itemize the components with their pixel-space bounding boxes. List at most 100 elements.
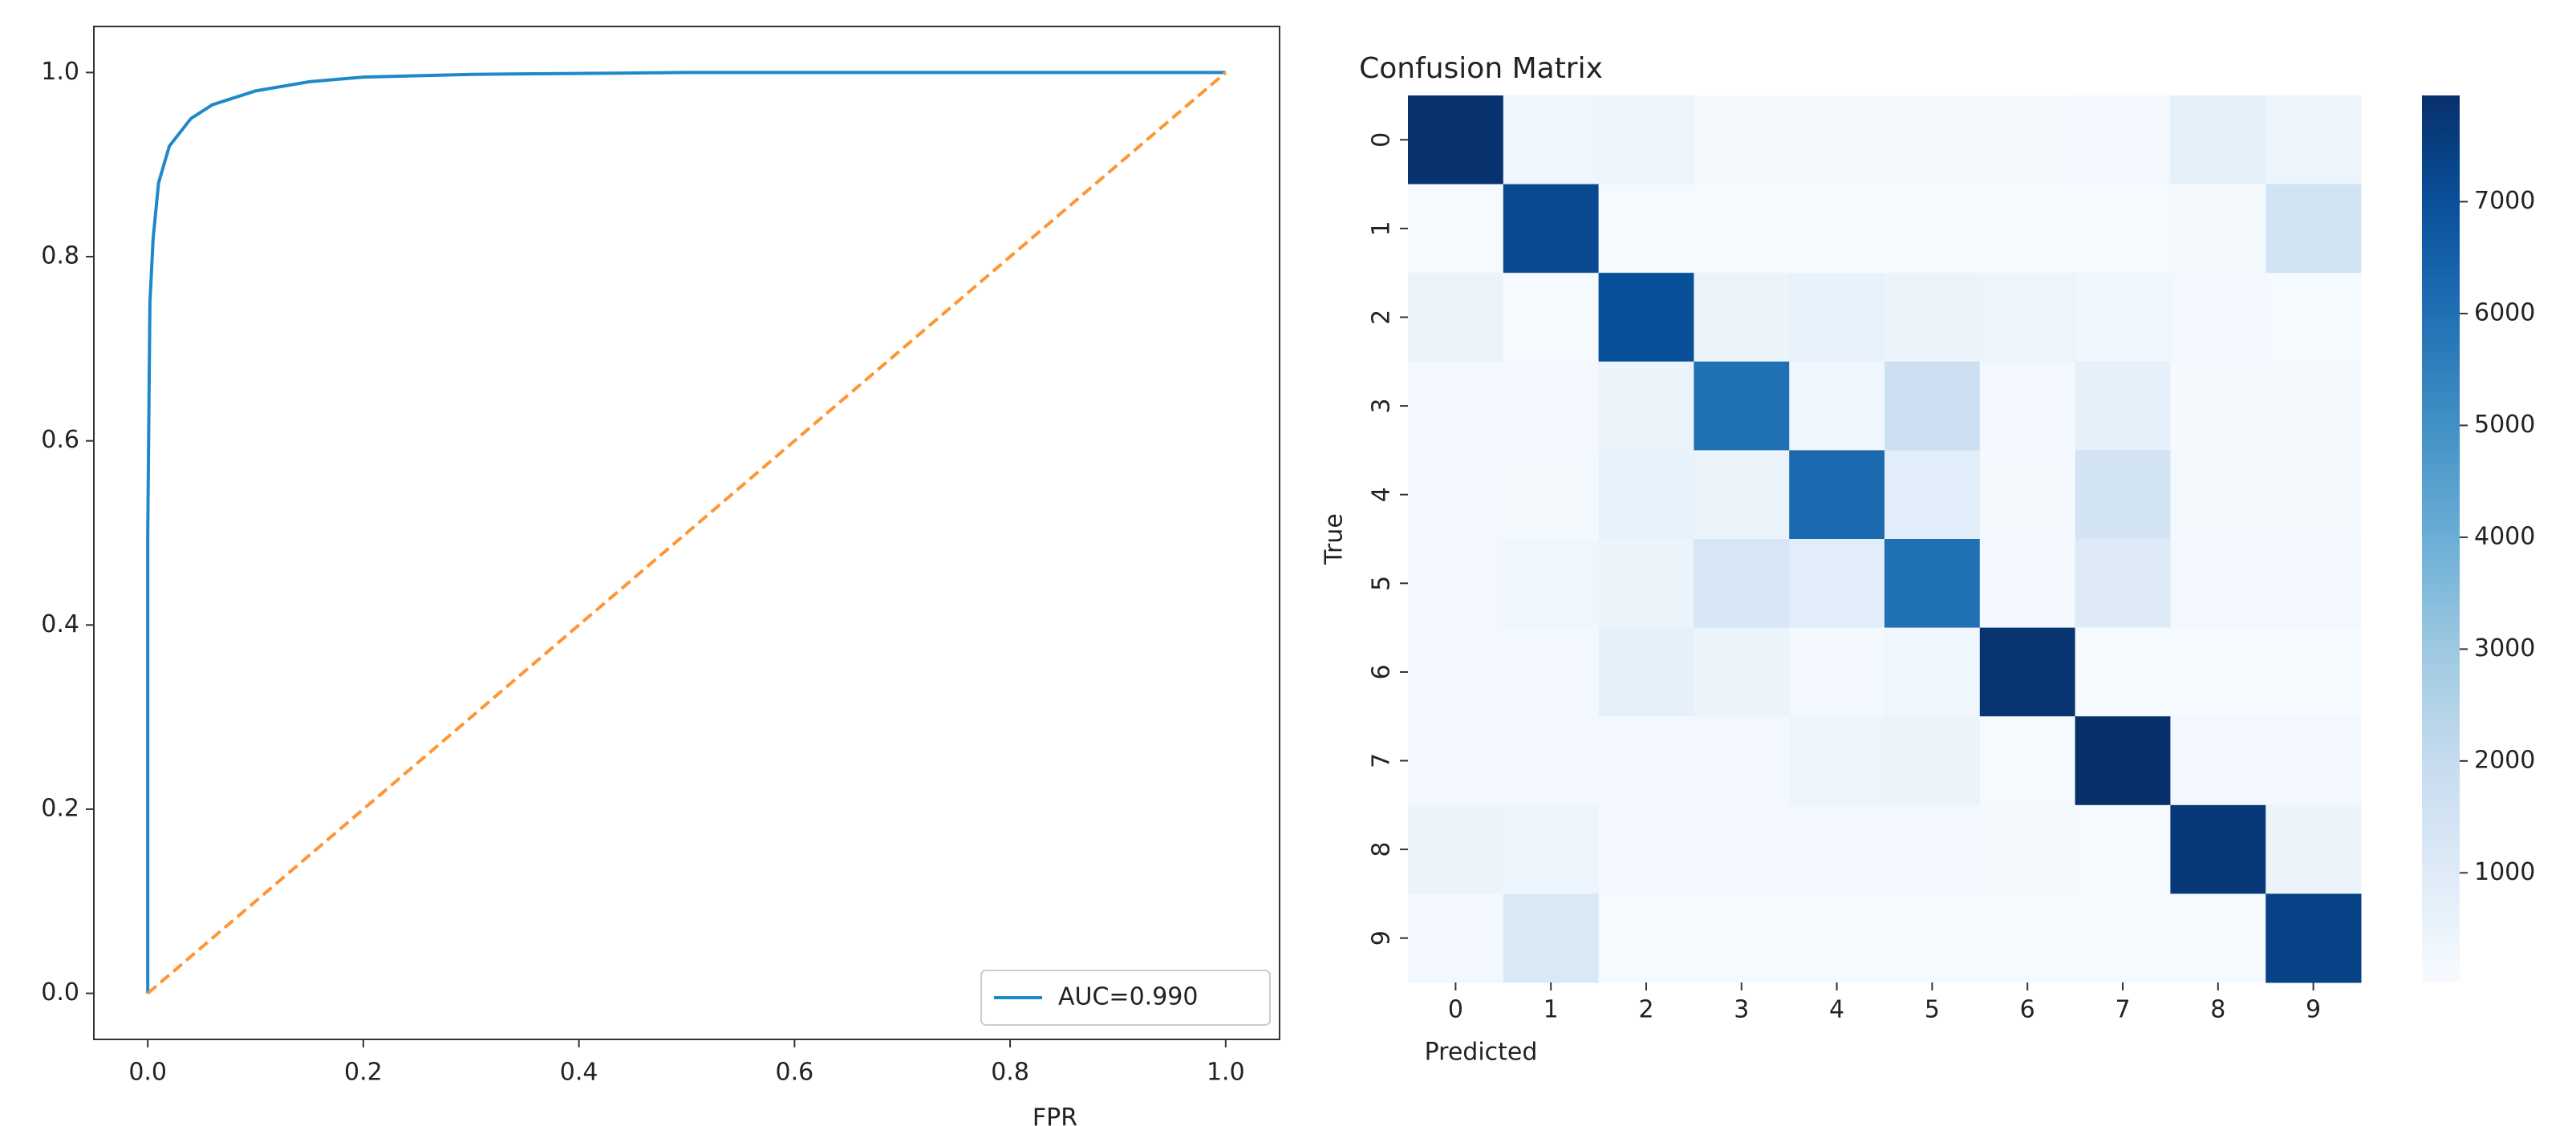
heatmap-cell <box>2266 539 2362 629</box>
colorbar-tick-label: 5000 <box>2474 411 2535 439</box>
heatmap-cell <box>2170 450 2266 540</box>
heatmap-cell <box>1979 184 2076 273</box>
heatmap-cell <box>1694 893 1790 983</box>
heatmap-cell <box>1694 450 1790 540</box>
series-line <box>146 71 1226 994</box>
legend-box <box>980 970 1271 1026</box>
heatmap-cell <box>2075 627 2171 717</box>
y-tick-label: 5 <box>1368 576 1396 591</box>
heatmap-cell <box>2075 95 2171 185</box>
heatmap-cell <box>2170 804 2266 894</box>
colorbar-tick-label: 3000 <box>2474 634 2535 662</box>
y-tick-label: 1.0 <box>41 58 79 86</box>
chart-title: Confusion Matrix <box>1359 52 1603 85</box>
heatmap-cell <box>1694 273 1790 363</box>
heatmap-cell <box>2266 450 2362 540</box>
heatmap-cell <box>2170 627 2266 717</box>
heatmap-cell <box>1789 450 1885 540</box>
heatmap-cell <box>2266 804 2362 894</box>
heatmap-cell <box>1884 184 1981 273</box>
heatmap-cell <box>1979 804 2076 894</box>
y-tick-label: 0.4 <box>41 610 79 638</box>
heatmap-cell <box>1694 95 1790 185</box>
heatmap-cell <box>1789 804 1885 894</box>
heatmap-cell <box>1979 361 2076 451</box>
heatmap-cell <box>1408 893 1504 983</box>
heatmap-cell <box>1694 539 1790 629</box>
x-tick-label: 0.2 <box>344 1059 383 1087</box>
legend-label: AUC=0.990 <box>1058 983 1198 1011</box>
x-tick-label: 9 <box>2306 996 2321 1024</box>
heatmap-cell <box>1598 539 1694 629</box>
y-tick-label: 4 <box>1368 487 1396 502</box>
heatmap-cell <box>1598 273 1694 363</box>
heatmap-cell <box>1979 95 2076 185</box>
x-tick-label: 1 <box>1544 996 1559 1024</box>
heatmap-cell <box>1694 184 1790 273</box>
heatmap-cell <box>1694 627 1790 717</box>
heatmap-cell <box>1408 273 1504 363</box>
x-tick-label: 5 <box>1925 996 1940 1024</box>
x-axis-label: Predicted <box>1425 1039 1538 1067</box>
heatmap-cell <box>1789 95 1885 185</box>
plot-frame <box>93 26 1280 1040</box>
heatmap-cell <box>2075 450 2171 540</box>
y-tick-label: 1 <box>1368 221 1396 236</box>
heatmap-cell <box>1503 95 1600 185</box>
heatmap-cell <box>1503 450 1600 540</box>
heatmap-cell <box>1598 184 1694 273</box>
heatmap-cell <box>1979 716 2076 806</box>
heatmap-cell <box>1884 273 1981 363</box>
x-tick-label: 0.0 <box>128 1059 167 1087</box>
colorbar-tick-label: 6000 <box>2474 298 2535 326</box>
heatmap-cell <box>1408 450 1504 540</box>
x-tick-label: 0.8 <box>991 1059 1029 1087</box>
heatmap-cell <box>1503 184 1600 273</box>
heatmap-cell <box>1694 361 1790 451</box>
heatmap-cell <box>1789 361 1885 451</box>
heatmap-cell <box>2075 804 2171 894</box>
heatmap-cell <box>1979 893 2076 983</box>
heatmap-cell <box>1598 893 1694 983</box>
heatmap-cell <box>1503 893 1600 983</box>
y-tick-label: 0.8 <box>41 242 79 270</box>
heatmap-cell <box>1694 804 1790 894</box>
heatmap-cell <box>1694 716 1790 806</box>
heatmap-cell <box>1598 450 1694 540</box>
heatmap-cell <box>1789 539 1885 629</box>
heatmap-cell <box>2266 893 2362 983</box>
x-tick-label: 2 <box>1638 996 1653 1024</box>
y-tick-label: 0.6 <box>41 426 79 454</box>
heatmap-cell <box>2170 95 2266 185</box>
heatmap-cell <box>1503 361 1600 451</box>
heatmap-cell <box>2170 184 2266 273</box>
heatmap-cell <box>1789 716 1885 806</box>
heatmap-cell <box>1884 539 1981 629</box>
x-tick-label: 3 <box>1734 996 1749 1024</box>
heatmap-cell <box>1884 450 1981 540</box>
heatmap-cell <box>1408 627 1504 717</box>
heatmap-cell <box>2266 361 2362 451</box>
heatmap-cell <box>1598 716 1694 806</box>
y-tick-label: 8 <box>1368 842 1396 857</box>
heatmap-cell <box>2266 273 2362 363</box>
heatmap-cell <box>2266 95 2362 185</box>
heatmap-cell <box>1789 627 1885 717</box>
heatmap-cell <box>1884 627 1981 717</box>
heatmap-cell <box>1408 804 1504 894</box>
heatmap-cell <box>1408 184 1504 273</box>
colorbar-tick-label: 1000 <box>2474 858 2535 886</box>
heatmap-cell <box>1408 95 1504 185</box>
heatmap-cell <box>2075 184 2171 273</box>
heatmap-cell <box>2170 539 2266 629</box>
heatmap-cell <box>1503 627 1600 717</box>
x-tick-label: 0.4 <box>560 1059 598 1087</box>
heatmap-cell <box>2075 716 2171 806</box>
heatmap-cell <box>2170 273 2266 363</box>
heatmap-cell <box>1979 539 2076 629</box>
heatmap-cell <box>1408 539 1504 629</box>
heatmap-cell <box>1979 450 2076 540</box>
heatmap-cell <box>2266 716 2362 806</box>
heatmap-cell <box>1503 273 1600 363</box>
colorbar <box>2422 95 2460 982</box>
